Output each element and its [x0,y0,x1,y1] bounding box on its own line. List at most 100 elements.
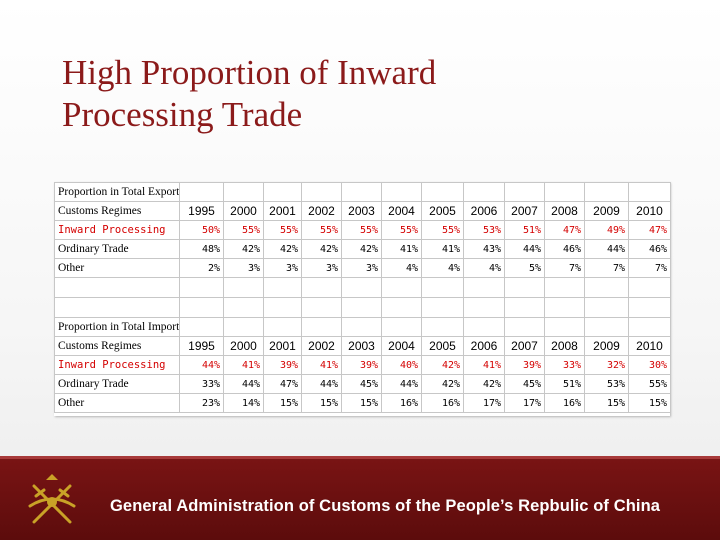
table-cell: 40% [381,355,422,375]
table-cell: 42% [421,355,464,375]
empty-cell [463,277,505,298]
column-header-customs-regimes: Customs Regimes [54,201,180,221]
empty-cell [504,317,545,337]
table-cell: 3% [263,258,302,278]
column-header-year: 2005 [421,201,464,221]
empty-cell [54,277,180,298]
empty-cell [223,182,264,202]
table-heading-row: Proportion in Total Export [54,182,671,202]
table-cell: 15% [263,393,302,413]
table-cell: 41% [223,355,264,375]
empty-cell [628,182,671,202]
empty-cell [584,297,629,318]
table-cell: 16% [381,393,422,413]
table-cell: 16% [544,393,585,413]
table-cell: 55% [341,220,382,240]
column-header-year: 2006 [463,201,505,221]
empty-cell [263,297,302,318]
table-cell: 53% [463,220,505,240]
table-cell: 7% [628,258,671,278]
table-header-row: Customs Regimes 1995 2000 2001 2002 2003 2004 2… [54,336,671,356]
table-cell: 46% [544,239,585,259]
empty-cell [544,297,585,318]
table-cell: 33% [179,374,224,394]
table-cell: 16% [421,393,464,413]
table-cell: 30% [628,355,671,375]
empty-cell [463,297,505,318]
empty-cell [544,317,585,337]
table-cell: 4% [381,258,422,278]
column-header-year: 2007 [504,201,545,221]
table-cell: 55% [628,374,671,394]
column-header-year: 2001 [263,336,302,356]
table-cell: 17% [463,393,505,413]
table-cell: 4% [463,258,505,278]
column-header-customs-regimes: Customs Regimes [54,336,180,356]
column-header-year: 2009 [584,201,629,221]
column-header-year: 1995 [179,336,224,356]
table-cell: 41% [463,355,505,375]
table-cell: 17% [504,393,545,413]
empty-cell [421,297,464,318]
footer-bar [0,456,720,540]
empty-cell [381,297,422,318]
table-row: Inward Processing 50% 55% 55% 55% 55% 55% 55% 53… [54,220,671,240]
table-cell: 39% [263,355,302,375]
table-row: Other 23% 14% 15% 15% 15% 16% 16% 17% 17% 16% 15% 15… [54,393,671,413]
column-header-year: 2000 [223,336,264,356]
column-header-year: 2008 [544,201,585,221]
column-header-year: 2010 [628,336,671,356]
table-cell: 3% [223,258,264,278]
column-header-year: 2008 [544,336,585,356]
row-label: Other [54,258,180,278]
table-cell: 2% [179,258,224,278]
column-header-year: 2007 [504,336,545,356]
empty-cell [301,182,342,202]
blank-row [54,277,671,298]
table-cell: 43% [463,239,505,259]
table-cell: 50% [179,220,224,240]
column-header-year: 2009 [584,336,629,356]
empty-cell [463,317,505,337]
table-cell: 44% [179,355,224,375]
column-header-year: 2002 [301,336,342,356]
empty-cell [584,277,629,298]
table-cell: 44% [301,374,342,394]
table-cell: 45% [341,374,382,394]
table-cell: 48% [179,239,224,259]
row-label: Inward Processing [54,220,180,240]
table-cell: 42% [421,374,464,394]
empty-cell [341,297,382,318]
table-cell: 42% [263,239,302,259]
empty-cell [628,317,671,337]
empty-cell [223,297,264,318]
table-cell: 55% [263,220,302,240]
table-cell: 44% [381,374,422,394]
empty-cell [544,182,585,202]
empty-cell [421,277,464,298]
table-cell: 47% [263,374,302,394]
column-header-year: 2006 [463,336,505,356]
table-cell: 55% [381,220,422,240]
spreadsheet: Proportion in Total Export Customs Regime… [54,182,671,416]
empty-cell [179,182,224,202]
empty-cell [504,277,545,298]
table-cell: 23% [179,393,224,413]
table-cell: 47% [628,220,671,240]
table-cell: 15% [628,393,671,413]
empty-cell [381,277,422,298]
column-header-year: 2010 [628,201,671,221]
row-label: Ordinary Trade [54,239,180,259]
table-cell: 51% [544,374,585,394]
table-cell: 14% [223,393,264,413]
empty-cell [341,317,382,337]
blank-row [54,297,671,318]
table-cell: 42% [223,239,264,259]
table-heading: Proportion in Total Export [54,182,180,202]
table-heading: Proportion in Total Import [54,317,180,337]
slide-title-line-2: Processing Trade [62,95,303,134]
empty-cell [504,182,545,202]
table-cell: 55% [301,220,342,240]
table-cell: 42% [341,239,382,259]
empty-cell [463,182,505,202]
